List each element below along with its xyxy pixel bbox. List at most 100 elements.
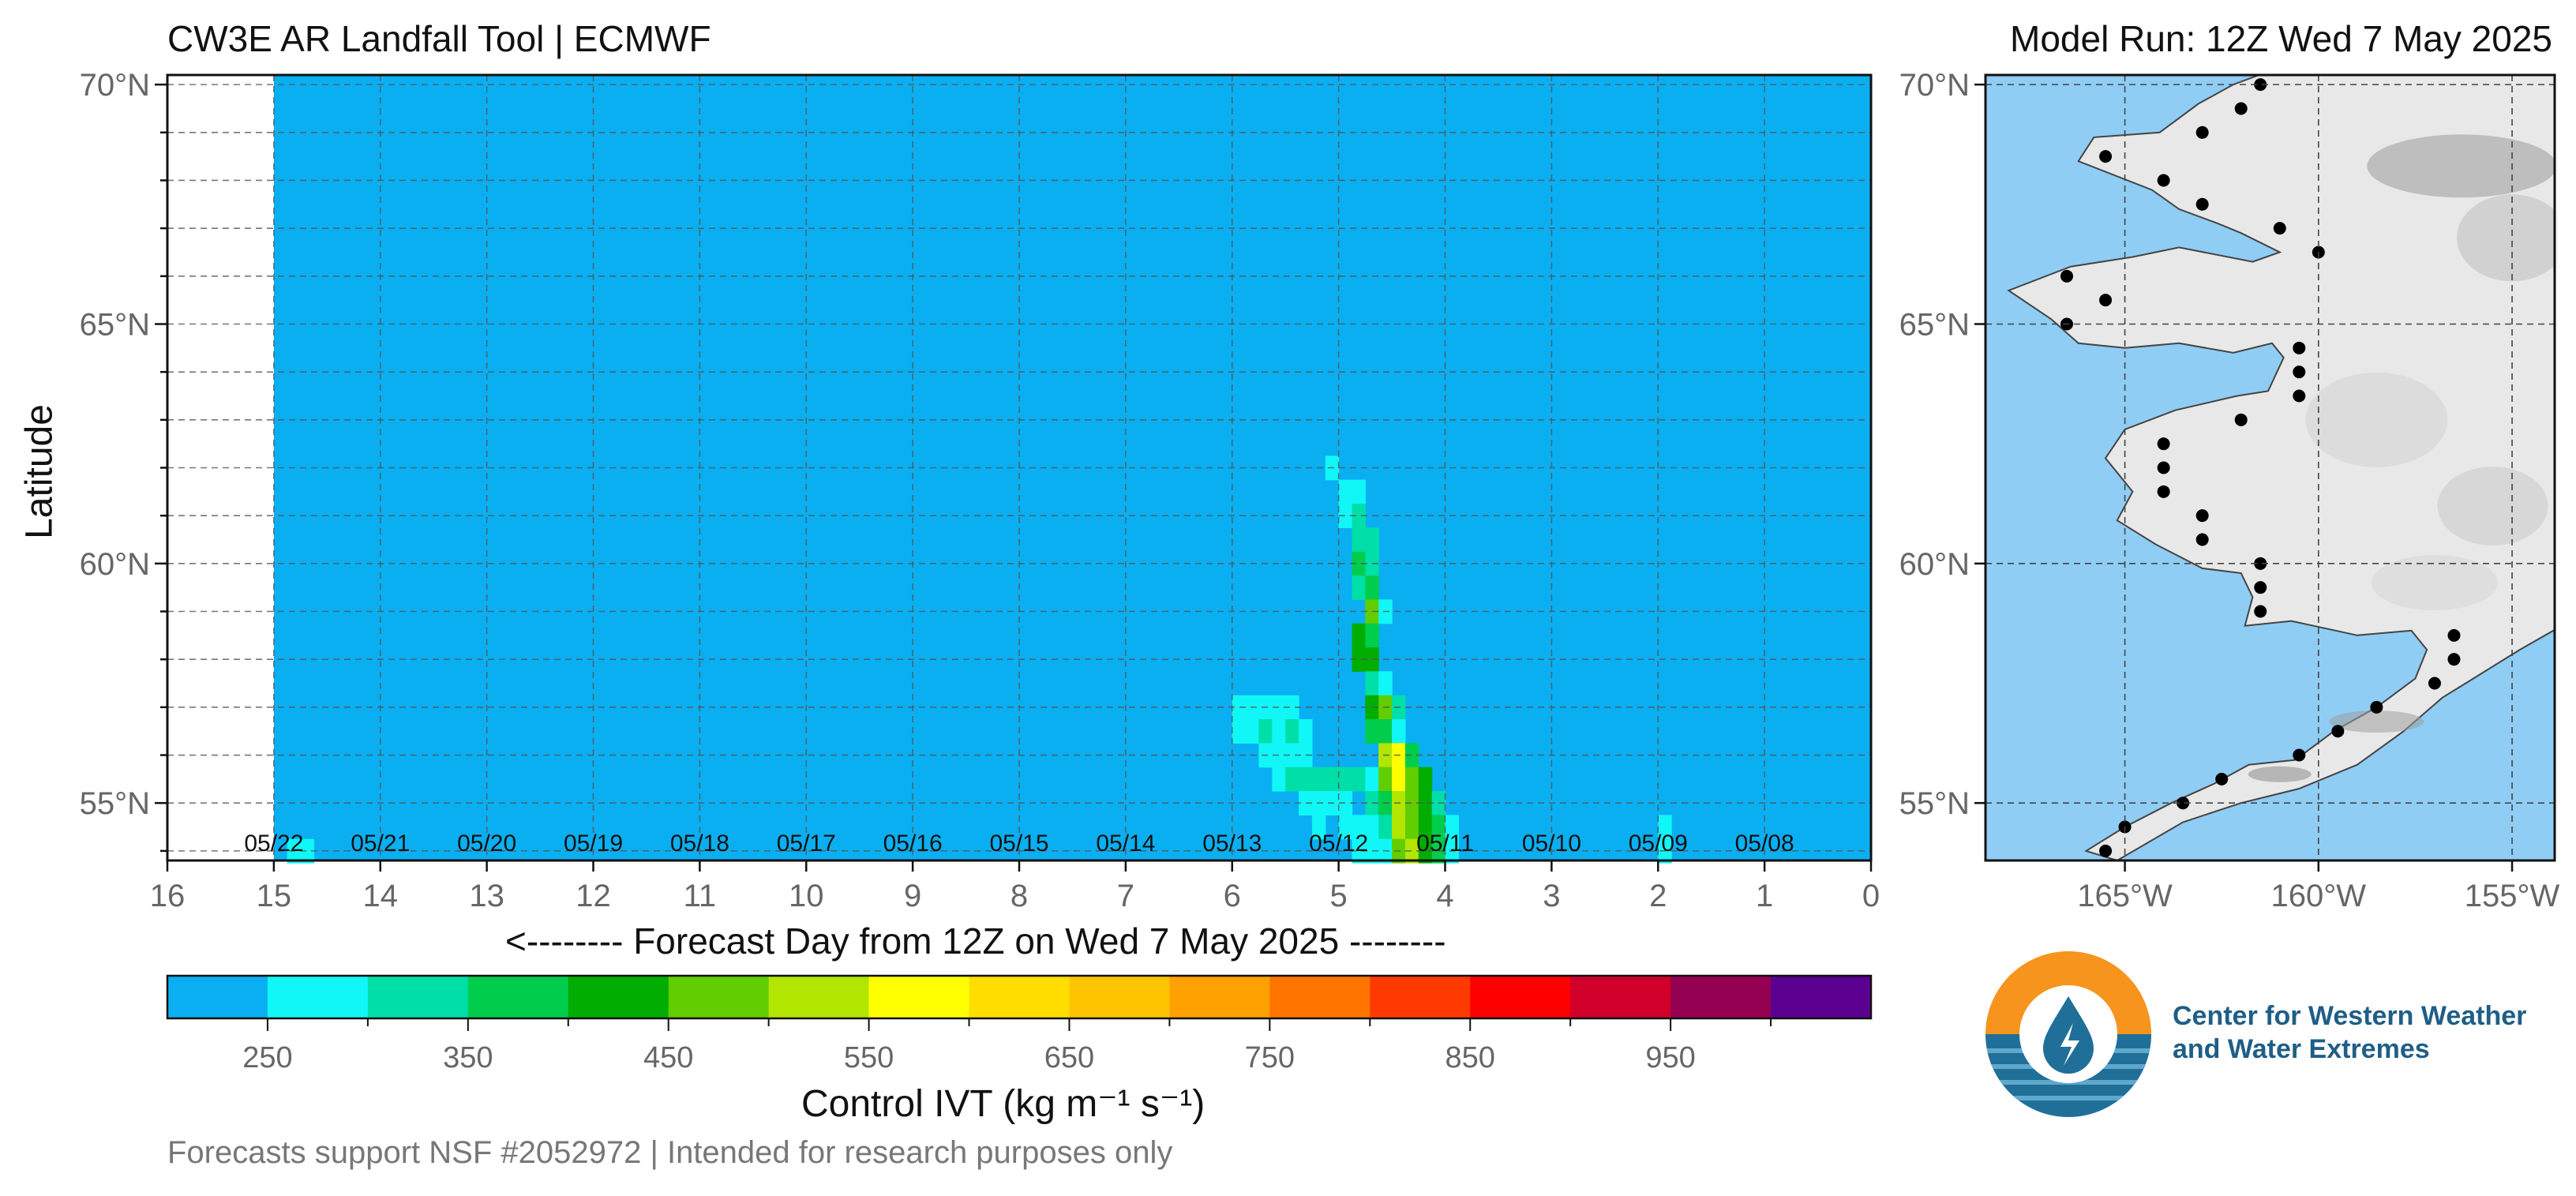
colorbar-tick-label: 450 <box>643 1041 693 1074</box>
x-tick-label: 3 <box>1543 879 1560 913</box>
y-tick-label: 65°N <box>80 307 150 342</box>
heatmap-cell <box>1272 695 1286 720</box>
colorbar-bin <box>1771 976 1872 1018</box>
x-tick-label: 2 <box>1649 879 1667 913</box>
heatmap-cell <box>1352 576 1366 600</box>
colorbar-tick-label: 850 <box>1445 1041 1495 1074</box>
map-lon-label: 160°W <box>2271 879 2367 913</box>
date-label: 05/09 <box>1629 830 1688 857</box>
heatmap-cell <box>1378 815 1393 840</box>
x-tick-label: 6 <box>1224 879 1241 913</box>
date-label: 05/18 <box>670 830 729 857</box>
terrain-shading <box>2371 555 2498 611</box>
heatmap-cell <box>1285 695 1299 720</box>
map-lat-label: 55°N <box>1899 786 1970 821</box>
y-tick-label: 55°N <box>80 786 150 821</box>
heatmap-cell <box>1658 815 1672 840</box>
heatmap-cell <box>1352 815 1366 840</box>
date-label: 05/12 <box>1309 830 1368 857</box>
landfall-point <box>2293 341 2306 354</box>
heatmap-cell <box>1311 815 1326 840</box>
colorbar-bin <box>167 976 268 1018</box>
landfall-point <box>2157 437 2170 451</box>
heatmap-cell <box>1365 815 1379 840</box>
colorbar-bin <box>868 976 970 1018</box>
heatmap-cell <box>1418 791 1433 815</box>
heatmap-cell <box>1272 767 1286 792</box>
colorbar-bin <box>1370 976 1471 1018</box>
landfall-point <box>2254 78 2267 92</box>
heatmap-cell <box>1378 671 1393 696</box>
x-tick-label: 7 <box>1117 879 1134 913</box>
heatmap-cell <box>1404 815 1419 840</box>
map-island <box>2554 688 2555 698</box>
heatmap-cell <box>1338 767 1353 792</box>
terrain-shading <box>2437 467 2548 546</box>
x-tick-label: 16 <box>150 879 186 913</box>
colorbar-bin <box>768 976 870 1018</box>
heatmap-cell <box>1299 719 1313 744</box>
x-tick-label: 5 <box>1330 879 1348 913</box>
x-tick-label: 1 <box>1756 879 1773 913</box>
heatmap-cell <box>1392 815 1406 840</box>
terrain-shading <box>2248 766 2312 782</box>
heatmap-cell <box>1365 767 1379 792</box>
heatmap-cell <box>1338 479 1353 504</box>
landfall-point <box>2060 269 2073 283</box>
colorbar-bin <box>267 976 369 1018</box>
map-landmass <box>2007 75 2555 860</box>
landfall-point <box>2254 581 2267 594</box>
map-lon-label: 155°W <box>2465 879 2560 913</box>
heatmap-cell <box>1418 767 1433 792</box>
colorbar-bin <box>568 976 669 1018</box>
terrain-shading <box>2457 194 2555 282</box>
chart-title: CW3E AR Landfall Tool | ECMWF <box>167 18 711 59</box>
date-label: 05/19 <box>564 830 623 857</box>
heatmap-cell <box>1272 743 1286 768</box>
heatmap-cell <box>1352 623 1366 648</box>
heatmap-cell <box>1338 815 1353 840</box>
footer-note: Forecasts support NSF #2052972 | Intende… <box>167 1135 1173 1170</box>
date-label: 05/17 <box>777 830 836 857</box>
map-lat-label: 70°N <box>1899 68 1970 103</box>
heatmap-cell <box>1365 576 1379 600</box>
cw3e-logo <box>1985 951 2151 1117</box>
landfall-point <box>2157 461 2170 474</box>
date-label: 05/10 <box>1522 830 1581 857</box>
x-tick-label: 4 <box>1436 879 1453 913</box>
colorbar-frame <box>166 974 1873 1020</box>
landfall-point <box>2195 197 2209 211</box>
landfall-point <box>2331 725 2345 738</box>
date-label: 05/08 <box>1735 830 1794 857</box>
date-label: 05/15 <box>989 830 1048 857</box>
landfall-point <box>2447 628 2461 642</box>
heatmap-cell <box>1272 719 1286 744</box>
x-tick-label: 10 <box>789 879 824 913</box>
heatmap-cell <box>1325 767 1340 792</box>
heatmap-cell <box>1418 815 1433 840</box>
date-label: 05/20 <box>457 830 516 857</box>
landfall-point <box>2195 509 2209 523</box>
heatmap-cell <box>1352 504 1366 528</box>
landfall-point <box>2293 366 2306 379</box>
colorbar-tick-label: 250 <box>242 1041 292 1074</box>
landfall-point <box>2234 413 2248 426</box>
heatmap-cell <box>1445 815 1459 840</box>
heatmap-cell <box>1365 623 1379 648</box>
heatmap-cell <box>1365 719 1379 744</box>
landfall-point <box>2099 294 2113 307</box>
landfall-point <box>2254 557 2267 570</box>
heatmap-cell <box>1352 767 1366 792</box>
landfall-point <box>2447 653 2461 666</box>
heatmap-cell <box>1365 671 1379 696</box>
terrain-shading <box>2329 710 2424 733</box>
heatmap-cell <box>1245 719 1260 744</box>
y-tick-label: 60°N <box>80 547 150 582</box>
heatmap-cell <box>1392 767 1406 792</box>
heatmap-cell <box>1285 743 1299 768</box>
colorbar-tick-label: 950 <box>1645 1041 1695 1074</box>
heatmap-cell <box>1404 743 1419 768</box>
map-lat-label: 60°N <box>1899 547 1970 582</box>
